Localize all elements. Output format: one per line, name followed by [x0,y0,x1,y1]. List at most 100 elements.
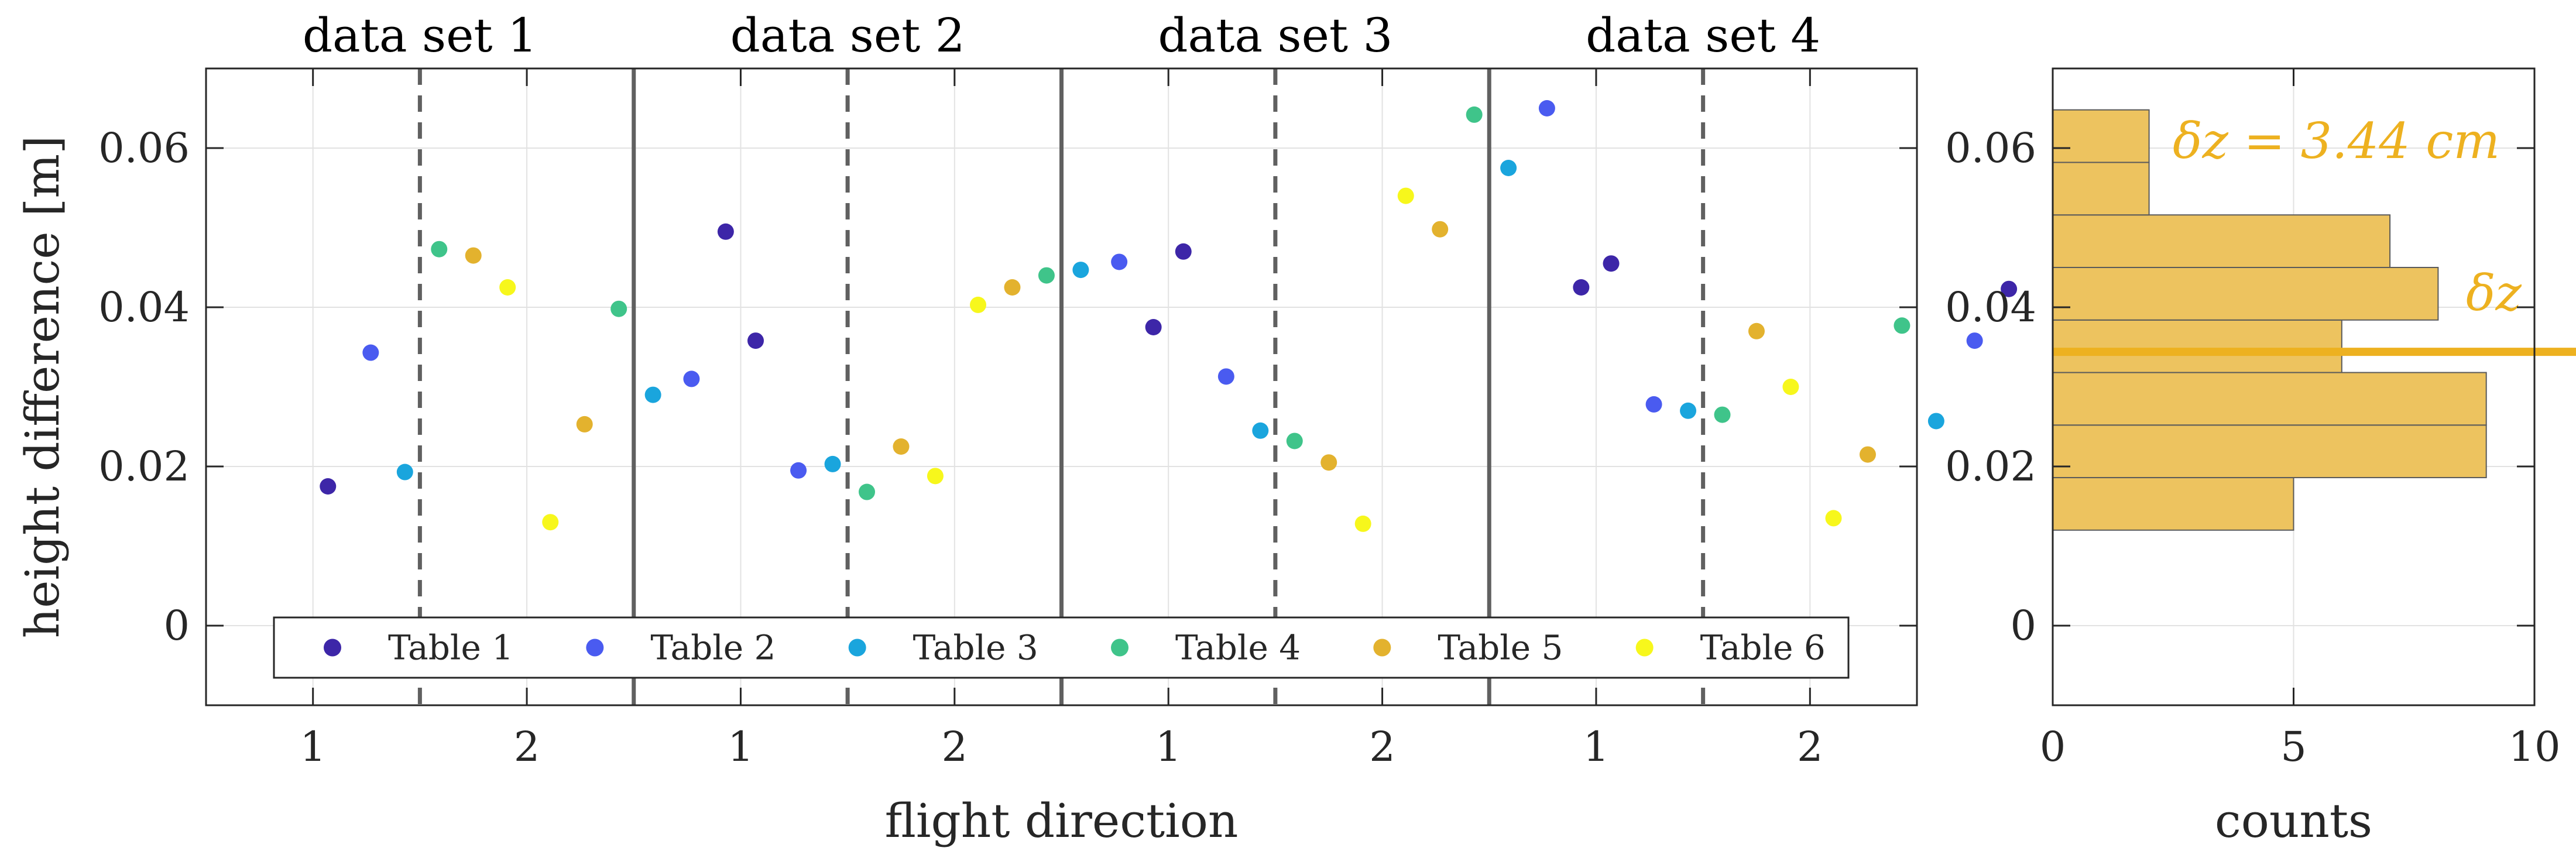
data-point-table-3 [396,464,413,481]
hist-x-tick-label: 10 [2508,723,2560,771]
data-point-table-3 [1252,422,1269,439]
x-tick-label: 2 [1369,723,1395,771]
data-set-title: data set 2 [730,8,965,63]
y-tick-label: 0.06 [98,124,190,172]
legend-label: Table 2 [650,628,776,668]
data-point-table-5 [1748,322,1765,339]
data-point-table-2 [1217,368,1234,385]
x-axis-label: flight direction [885,794,1239,848]
data-point-table-3 [644,386,661,403]
data-point-table-3 [1680,402,1697,419]
legend-marker-table-5 [1373,639,1391,657]
legend-marker-table-2 [586,639,604,657]
data-point-table-5 [465,247,482,264]
data-point-table-4 [431,241,448,258]
data-point-table-2 [1966,332,1983,349]
data-point-table-1 [1145,319,1162,335]
legend-label: Table 4 [1175,628,1301,668]
x-tick-label: 2 [942,723,968,771]
data-point-table-3 [1927,413,1944,430]
data-point-table-5 [1859,446,1876,463]
data-point-table-6 [542,514,559,531]
x-tick-label: 2 [514,723,540,771]
data-point-table-1 [717,223,734,240]
histogram-bar [2052,319,2342,373]
data-point-table-4 [859,483,876,500]
legend-label: Table 5 [1438,628,1563,668]
data-point-table-5 [1320,454,1337,471]
data-set-title: data set 1 [303,8,537,63]
hist-x-tick-label: 5 [2280,723,2307,771]
hist-x-tick-label: 0 [2040,723,2066,771]
y-tick-label: 0.02 [98,442,190,490]
data-set-title: data set 4 [1586,8,1820,63]
histogram-axes: δz = 3.44 cm δz 0 0.02 0.04 0.06 0 5 10 counts [1945,67,2561,848]
data-set-titles: data set 1 data set 2 data set 3 data set 4 [303,8,1820,63]
data-point-table-4 [610,300,627,317]
data-point-table-4 [1466,106,1483,123]
data-point-table-6 [1782,379,1799,395]
data-point-table-2 [362,344,379,361]
legend-marker-table-3 [848,639,866,657]
legend-box [273,616,1850,679]
data-point-table-6 [1354,515,1371,532]
x-tick-label: 1 [1155,723,1182,771]
data-point-table-5 [1004,279,1021,296]
data-point-table-1 [1175,243,1192,260]
legend-marker-table-6 [1635,639,1654,657]
data-point-table-4 [1714,406,1731,423]
legend-label: Table 1 [388,628,513,668]
hist-y-tick-label: 0.06 [1945,124,2036,172]
data-point-table-6 [1825,510,1842,527]
legend-marker-table-4 [1111,639,1128,657]
legend: Table 1 Table 2 Table 3 Table 4 Table 5 Table… [273,616,1850,679]
hist-y-tick-label: 0 [2010,602,2036,650]
legend-label: Table 3 [913,628,1038,668]
delta-annotation: δz = 3.44 cm [2173,112,2500,170]
mean-line-label: δz [2466,265,2522,322]
scatter-points [320,100,2018,532]
histogram-plot: δz = 3.44 cm δz 0 0.02 0.04 0.06 0 5 10 counts [1945,67,2576,848]
data-point-table-3 [1072,262,1089,279]
data-point-table-5 [1432,221,1449,238]
data-point-table-4 [1038,267,1055,284]
data-point-table-1 [1603,255,1620,272]
legend-marker-table-1 [324,639,341,657]
histogram-bar [2052,477,2294,531]
scatter-axes: 0 0.02 0.04 0.06 1 2 1 2 1 2 1 2 flight direction hei… [15,67,1918,848]
histogram-bar [2052,214,2391,268]
y-axis-label: height difference [m] [15,136,70,639]
data-point-table-5 [576,416,593,433]
histogram-bar [2052,424,2487,479]
data-point-table-2 [1538,100,1555,116]
x-tick-label: 1 [300,723,326,771]
hist-x-axis-label: counts [2215,794,2372,848]
data-point-table-6 [927,468,944,485]
data-point-table-5 [893,438,910,455]
data-point-table-1 [2001,280,2018,297]
histogram-bar [2052,109,2150,163]
scatter-axes-box [205,67,1918,706]
data-point-table-2 [1645,396,1662,413]
scatter-plot: 0 0.02 0.04 0.06 1 2 1 2 1 2 1 2 flight direction hei… [15,8,2018,848]
x-tick-label: 1 [1583,723,1610,771]
data-point-table-2 [683,370,700,387]
histogram-bar [2052,372,2487,426]
histogram-bars [2052,109,2576,531]
data-point-table-2 [1111,253,1128,270]
data-point-table-3 [824,455,841,472]
x-tick-label: 2 [1797,723,1823,771]
y-tick-label: 0 [163,602,190,650]
data-point-table-4 [1894,317,1910,334]
data-set-dividers [417,68,1706,705]
histogram-bar [2052,162,2150,216]
data-point-table-6 [970,296,987,313]
data-point-table-6 [1397,187,1414,204]
hist-y-tick-label: 0.04 [1945,283,2036,331]
data-point-table-6 [499,279,516,296]
data-set-title: data set 3 [1158,8,1392,63]
y-tick-label: 0.04 [98,283,190,331]
data-point-table-1 [1573,279,1590,296]
histogram-bar [2052,267,2439,321]
